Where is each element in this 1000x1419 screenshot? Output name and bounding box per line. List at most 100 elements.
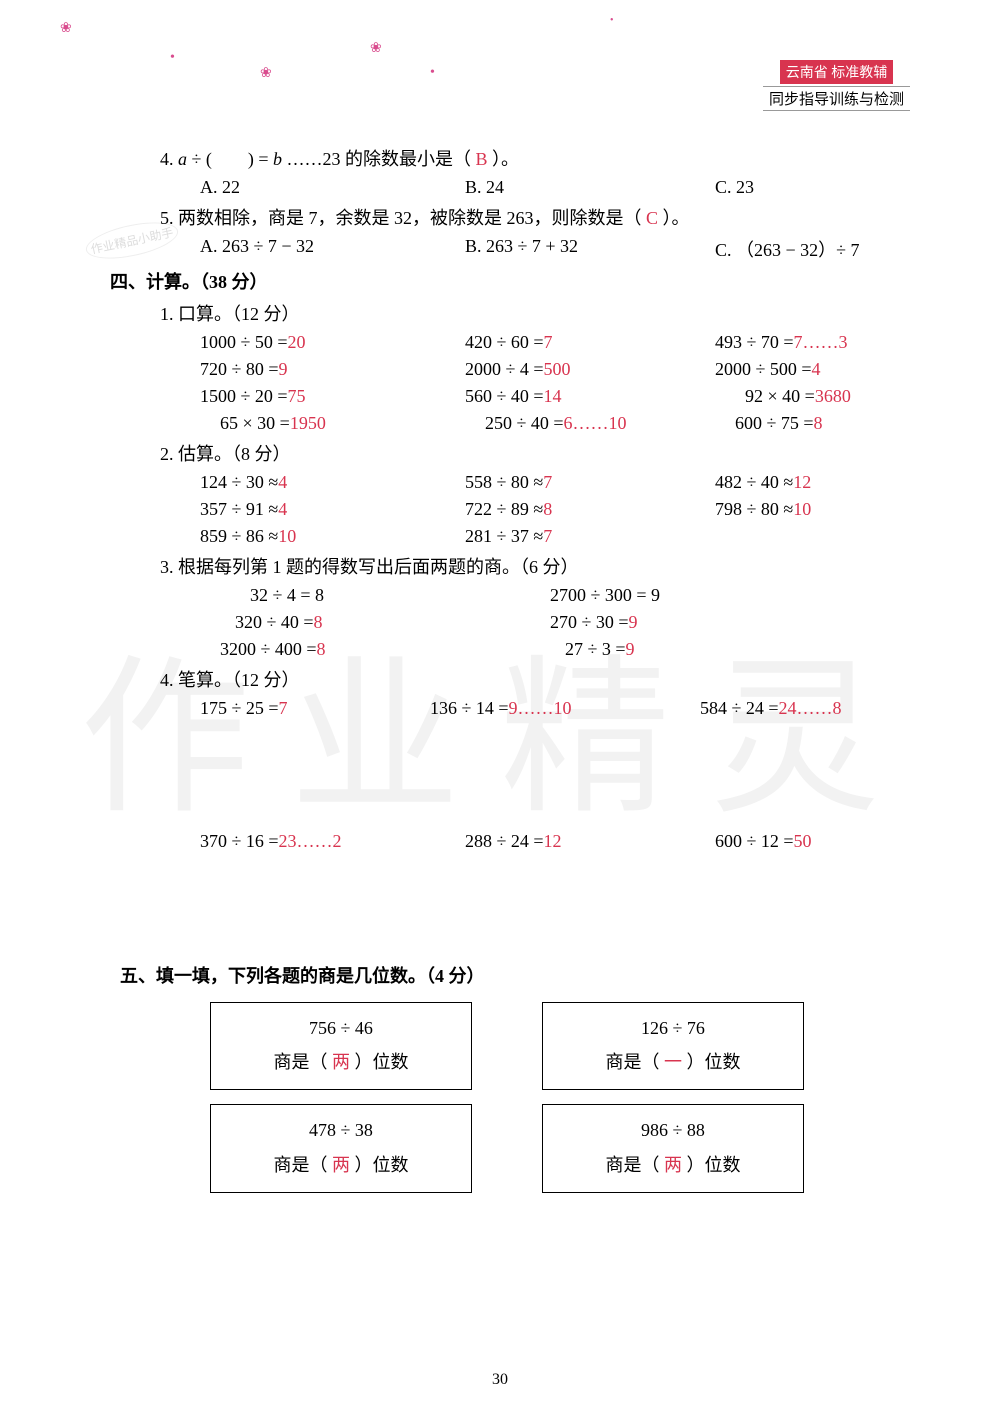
eq: 32 ÷ 4 = 8 <box>250 585 324 605</box>
q5-optB: B. 263 ÷ 7 + 32 <box>465 236 715 262</box>
boxes-row-1: 756 ÷ 46 商是（ 两 ）位数 126 ÷ 76 商是（ 一 ）位数 <box>210 1002 940 1090</box>
ans: 4 <box>278 499 287 519</box>
box2-expr: 126 ÷ 76 <box>543 1011 803 1045</box>
p1-r2: 720 ÷ 80 =9 2000 ÷ 4 =500 2000 ÷ 500 =4 <box>200 359 940 380</box>
eq: 600 ÷ 75 = <box>735 413 814 433</box>
eq: 357 ÷ 91 ≈ <box>200 499 278 519</box>
post: ）位数 <box>682 1155 741 1175</box>
sec4-p3-title: 3. 根据每列第 1 题的得数写出后面两题的商。（6 分） <box>160 553 940 579</box>
eq: 250 ÷ 40 = <box>485 413 564 433</box>
ans: 1950 <box>290 413 326 433</box>
ans: 7 <box>279 698 288 718</box>
ans: 7 <box>543 472 552 492</box>
box1-expr: 756 ÷ 46 <box>211 1011 471 1045</box>
pre: 商是（ <box>274 1052 333 1072</box>
ans: 50 <box>794 831 812 851</box>
ans: 8 <box>314 612 323 632</box>
p1-r3: 1500 ÷ 20 =75 560 ÷ 40 =14 92 × 40 =3680 <box>200 386 940 407</box>
eq: 584 ÷ 24 = <box>700 698 779 718</box>
p3-r3: 3200 ÷ 400 =8 27 ÷ 3 =9 <box>220 639 940 660</box>
p2-r3: 859 ÷ 86 ≈10 281 ÷ 37 ≈7 <box>200 526 940 547</box>
q4-optB: B. 24 <box>465 177 715 198</box>
eq: 798 ÷ 80 ≈ <box>715 499 793 519</box>
ans: 两 <box>664 1155 682 1175</box>
petal-deco: ❀ <box>370 40 382 57</box>
boxes-row-2: 478 ÷ 38 商是（ 两 ）位数 986 ÷ 88 商是（ 两 ）位数 <box>210 1104 940 1192</box>
page-header: ❀ • ❀ ❀ • • 云南省 标准教辅 同步指导训练与检测 <box>0 10 1000 120</box>
brand-badge: 云南省 标准教辅 同步指导训练与检测 <box>763 60 910 111</box>
page-number: 30 <box>0 1371 1000 1389</box>
p2-r2: 357 ÷ 91 ≈4 722 ÷ 89 ≈8 798 ÷ 80 ≈10 <box>200 499 940 520</box>
q4-optC: C. 23 <box>715 177 955 198</box>
eq: 2000 ÷ 500 = <box>715 359 812 379</box>
ans: 9……10 <box>509 698 572 718</box>
post: ）位数 <box>350 1155 409 1175</box>
eq: 1500 ÷ 20 = <box>200 386 288 406</box>
eq: 288 ÷ 24 = <box>465 831 544 851</box>
petal-deco: • <box>610 15 614 26</box>
q4-tail: ……23 的除数最小是（ <box>287 149 476 169</box>
ans: 9 <box>626 639 635 659</box>
eq: 92 × 40 = <box>745 386 815 406</box>
eq: 720 ÷ 80 = <box>200 359 279 379</box>
eq: 281 ÷ 37 ≈ <box>465 526 543 546</box>
ans: 3680 <box>815 386 851 406</box>
eq: 27 ÷ 3 = <box>565 639 626 659</box>
q4-a: a <box>178 149 187 169</box>
eq: 722 ÷ 89 ≈ <box>465 499 543 519</box>
q4-options: A. 22 B. 24 C. 23 <box>200 177 940 198</box>
ans: 10 <box>278 526 296 546</box>
eq: 124 ÷ 30 ≈ <box>200 472 278 492</box>
eq: 2000 ÷ 4 = <box>465 359 544 379</box>
ans: 4 <box>812 359 821 379</box>
ans: 9 <box>279 359 288 379</box>
p4-r1: 175 ÷ 25 =7 136 ÷ 14 =9……10 584 ÷ 24 =24… <box>200 698 940 719</box>
p2-r1: 124 ÷ 30 ≈4 558 ÷ 80 ≈7 482 ÷ 40 ≈12 <box>200 472 940 493</box>
eq: 560 ÷ 40 = <box>465 386 544 406</box>
eq: 65 × 30 = <box>220 413 290 433</box>
eq: 493 ÷ 70 = <box>715 332 794 352</box>
q5-text2: ）。 <box>663 208 690 228</box>
q4-b: b <box>273 149 282 169</box>
main-content: 4. a ÷ ( ) = b ……23 的除数最小是（ B ）。 A. 22 B… <box>110 145 940 1193</box>
ans: 两 <box>332 1052 350 1072</box>
sec4-p1-title: 1. 口算。（12 分） <box>160 300 940 326</box>
ans: 12 <box>544 831 562 851</box>
pre: 商是（ <box>606 1155 665 1175</box>
eq: 859 ÷ 86 ≈ <box>200 526 278 546</box>
ans: 一 <box>664 1052 682 1072</box>
ans: 7 <box>544 332 553 352</box>
question-4: 4. a ÷ ( ) = b ……23 的除数最小是（ B ）。 <box>160 145 940 171</box>
badge-line1: 云南省 标准教辅 <box>780 60 894 84</box>
section-5: 五、填一填，下列各题的商是几位数。（4 分） 756 ÷ 46 商是（ 两 ）位… <box>120 962 940 1193</box>
eq: 270 ÷ 30 = <box>550 612 629 632</box>
ans: 两 <box>332 1155 350 1175</box>
q4-num: 4. <box>160 149 178 169</box>
sec4-p4-title: 4. 笔算。（12 分） <box>160 666 940 692</box>
ans: 12 <box>793 472 811 492</box>
ans: 8 <box>543 499 552 519</box>
box-4: 986 ÷ 88 商是（ 两 ）位数 <box>542 1104 804 1192</box>
ans: 75 <box>288 386 306 406</box>
petal-deco: ❀ <box>260 65 272 82</box>
ans: 14 <box>544 386 562 406</box>
sec4-p2-title: 2. 估算。（8 分） <box>160 440 940 466</box>
section-4-title: 四、计算。（38 分） <box>110 268 940 294</box>
eq: 320 ÷ 40 = <box>235 612 314 632</box>
box-3: 478 ÷ 38 商是（ 两 ）位数 <box>210 1104 472 1192</box>
q4-answer: B <box>476 149 488 169</box>
eq: 175 ÷ 25 = <box>200 698 279 718</box>
petal-deco: ❀ <box>60 20 72 37</box>
ans: 24……8 <box>779 698 842 718</box>
petal-deco: • <box>430 65 435 81</box>
ans: 8 <box>317 639 326 659</box>
p1-r1: 1000 ÷ 50 =20 420 ÷ 60 =7 493 ÷ 70 =7……3 <box>200 332 940 353</box>
q5-options: A. 263 ÷ 7 − 32 B. 263 ÷ 7 + 32 C. （263 … <box>200 236 940 262</box>
eq: 136 ÷ 14 = <box>430 698 509 718</box>
eq: 558 ÷ 80 ≈ <box>465 472 543 492</box>
ans: 500 <box>544 359 571 379</box>
box-1: 756 ÷ 46 商是（ 两 ）位数 <box>210 1002 472 1090</box>
box-2: 126 ÷ 76 商是（ 一 ）位数 <box>542 1002 804 1090</box>
post: ）位数 <box>682 1052 741 1072</box>
badge-line2: 同步指导训练与检测 <box>763 86 910 111</box>
